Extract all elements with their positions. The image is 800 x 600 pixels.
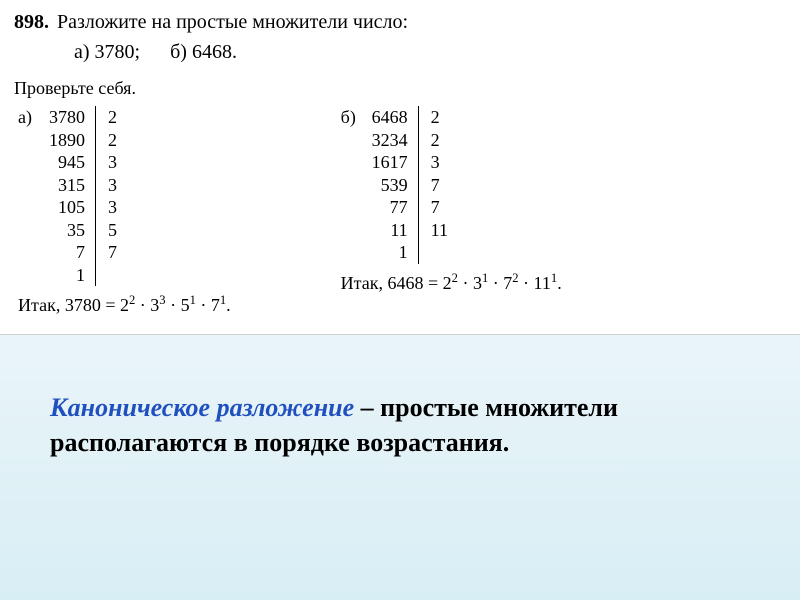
table-cell: 2	[431, 106, 440, 129]
problem-panel: 898. Разложите на простые множители числ…	[0, 0, 800, 335]
table-cell: 539	[381, 174, 408, 197]
solution-b-left-col: 64683234161753977111	[367, 106, 419, 264]
table-cell: 2	[108, 129, 117, 152]
solution-a-label: а)	[18, 105, 44, 130]
solution-b: б) 64683234161753977111 2237711 Итак, 64…	[341, 105, 562, 318]
problem-header: 898. Разложите на простые множители числ…	[14, 8, 786, 36]
table-cell: 105	[58, 196, 85, 219]
caption-title: Каноническое разложение	[50, 393, 354, 422]
solution-a-table: 378018909453151053571 2233357	[44, 106, 126, 286]
table-cell: 1	[76, 264, 85, 287]
table-cell: 35	[67, 219, 85, 242]
problem-number: 898.	[14, 8, 49, 36]
table-cell: 1890	[49, 129, 85, 152]
table-cell: 1617	[372, 151, 408, 174]
solution-b-right-col: 2237711	[419, 106, 449, 264]
solution-b-label: б)	[341, 105, 367, 130]
solutions-row: а) 378018909453151053571 2233357 Итак, 3…	[14, 105, 786, 318]
table-cell: 11	[431, 219, 448, 242]
table-cell: 7	[431, 174, 440, 197]
table-cell: 315	[58, 174, 85, 197]
solution-a-right-col: 2233357	[96, 106, 126, 286]
table-cell: 3	[108, 174, 117, 197]
option-b-label: б)	[170, 41, 187, 63]
table-cell: 3780	[49, 106, 85, 129]
solution-a: а) 378018909453151053571 2233357 Итак, 3…	[18, 105, 231, 318]
table-cell: 3	[431, 151, 440, 174]
table-cell: 11	[390, 219, 407, 242]
problem-options: а) 3780; б) 6468.	[14, 38, 786, 66]
table-cell: 77	[390, 196, 408, 219]
option-a-label: а)	[74, 41, 90, 63]
table-cell: 5	[108, 219, 117, 242]
problem-text: Разложите на простые множители число:	[57, 8, 408, 36]
table-cell: 2	[431, 129, 440, 152]
option-a-value: 3780;	[95, 41, 141, 63]
table-cell: 2	[108, 106, 117, 129]
table-cell: 3234	[372, 129, 408, 152]
table-cell: 7	[76, 241, 85, 264]
solution-b-table: 64683234161753977111 2237711	[367, 106, 449, 264]
solution-b-result: Итак, 6468 = 22 · 31 · 72 · 111.	[341, 270, 562, 296]
caption-block: Каноническое разложение – простые множит…	[0, 335, 800, 460]
check-yourself: Проверьте себя.	[14, 76, 786, 101]
table-cell: 1	[399, 241, 408, 264]
table-cell: 3	[108, 151, 117, 174]
option-b-value: 6468.	[192, 41, 237, 63]
table-cell: 3	[108, 196, 117, 219]
table-cell: 7	[108, 241, 117, 264]
solution-a-left-col: 378018909453151053571	[44, 106, 96, 286]
solution-a-result: Итак, 3780 = 22 · 33 · 51 · 71.	[18, 292, 231, 318]
table-cell: 7	[431, 196, 440, 219]
table-cell: 6468	[372, 106, 408, 129]
table-cell: 945	[58, 151, 85, 174]
